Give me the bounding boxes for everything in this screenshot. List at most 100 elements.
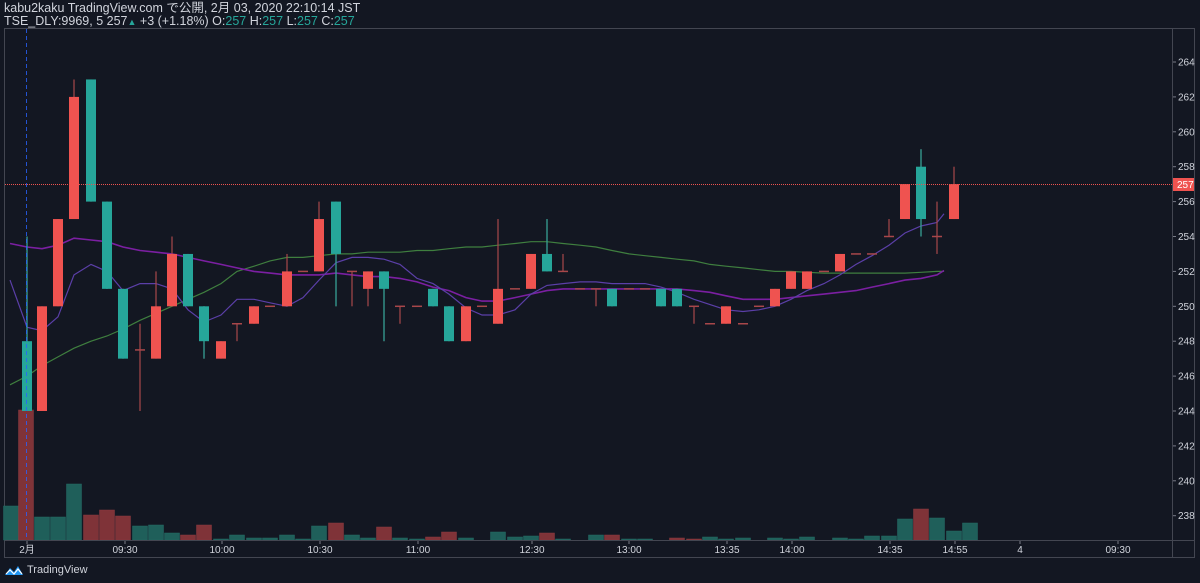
candle[interactable] [282, 253, 292, 307]
candle[interactable] [949, 166, 959, 220]
price-tick: 244 [1178, 407, 1195, 418]
volume-bar [458, 537, 474, 541]
time-tick: 10:00 [209, 545, 234, 556]
candle[interactable] [656, 288, 666, 307]
candle[interactable] [444, 306, 454, 342]
volume-bar [295, 538, 311, 541]
volume-bar [946, 530, 962, 541]
candle[interactable] [770, 288, 780, 307]
candle[interactable] [199, 306, 209, 359]
volume-bar [767, 537, 783, 541]
candle[interactable] [151, 271, 161, 359]
chart-frame [4, 28, 1195, 558]
svg-text:257: 257 [1177, 180, 1194, 191]
time-tick: 10:30 [307, 545, 332, 556]
candle-body [444, 306, 454, 342]
candle[interactable] [428, 288, 438, 307]
volume-bar [213, 538, 229, 541]
volume-bar [279, 534, 295, 541]
candle[interactable] [884, 219, 894, 238]
volume-bar [425, 536, 441, 541]
price-tick: 248 [1178, 337, 1195, 348]
candle[interactable] [69, 79, 79, 220]
candle[interactable] [363, 271, 373, 307]
volume-bars [3, 409, 978, 541]
candle-body [249, 306, 259, 324]
candle[interactable] [542, 219, 552, 272]
candle[interactable] [461, 306, 471, 342]
up-arrow-icon: ▲ [127, 17, 137, 27]
candle[interactable] [183, 253, 193, 307]
time-tick: 14:35 [877, 545, 902, 556]
candle[interactable] [118, 288, 128, 359]
last-price: 257 [106, 14, 128, 28]
candle[interactable] [86, 79, 96, 202]
close-label: C: [321, 14, 334, 28]
candle[interactable] [395, 305, 405, 324]
candle[interactable] [721, 306, 731, 324]
candle[interactable] [232, 323, 242, 342]
candle-body [102, 201, 112, 289]
candle-body [542, 253, 552, 272]
time-tick: 11:00 [406, 545, 431, 556]
candle[interactable] [347, 270, 357, 307]
price-tick: 260 [1178, 127, 1195, 138]
volume-bar [897, 518, 913, 541]
candle[interactable] [900, 184, 910, 220]
candle[interactable] [591, 288, 601, 307]
candle-body [786, 271, 796, 289]
volume-bar [669, 537, 685, 541]
candle[interactable] [689, 305, 699, 324]
volume-bar [344, 534, 360, 541]
candle[interactable] [135, 323, 145, 411]
candle[interactable] [37, 306, 47, 411]
candle[interactable] [102, 201, 112, 289]
open-label: O: [212, 14, 226, 28]
candles [22, 79, 959, 411]
volume-bar [783, 538, 799, 541]
candle[interactable] [493, 219, 503, 324]
time-tick: 13:35 [714, 545, 739, 556]
candle-body [900, 184, 910, 220]
candle[interactable] [672, 288, 682, 307]
candle[interactable] [53, 219, 63, 307]
candle-body [916, 166, 926, 220]
publish-info: kabu2kaku TradingView.com で公開, 2月 03, 20… [4, 1, 361, 15]
candle[interactable] [167, 236, 177, 307]
candle[interactable] [916, 149, 926, 237]
candle-body [363, 271, 373, 289]
candle[interactable] [216, 341, 226, 359]
candle[interactable] [802, 271, 812, 289]
candle-body [493, 288, 503, 324]
candle[interactable] [558, 253, 568, 273]
low-value: 257 [297, 14, 318, 28]
candle[interactable] [314, 201, 324, 272]
volume-bar [196, 524, 212, 541]
price-axis[interactable]: 264 262 260 258 256 254 252 250 248 246 244 242 240 2… [1173, 58, 1195, 523]
volume-bar [507, 536, 523, 541]
time-axis[interactable]: 2月 09:30 10:00 10:30 11:00 12:30 13:00 13:35 14:… [19, 541, 1131, 556]
volume-bar [132, 525, 148, 541]
candle[interactable] [835, 253, 845, 272]
volume-bar [311, 525, 327, 541]
volume-bar [360, 537, 376, 541]
volume-bar [881, 535, 897, 541]
symbol-name[interactable]: TSE_DLY:9969, 5 [4, 14, 104, 28]
candle[interactable] [331, 201, 341, 307]
candle-body [167, 253, 177, 307]
price-tick: 256 [1178, 197, 1195, 208]
candle[interactable] [526, 253, 536, 289]
candle[interactable] [932, 201, 942, 254]
candle[interactable] [249, 306, 259, 324]
time-tick: 12:30 [519, 545, 544, 556]
volume-bar [588, 534, 604, 541]
tradingview-branding[interactable]: TradingView [4, 564, 88, 576]
volume-bar [864, 535, 880, 541]
candle-body [835, 253, 845, 272]
candle[interactable] [786, 271, 796, 289]
price-tick: 264 [1178, 58, 1195, 69]
candle[interactable] [379, 271, 389, 342]
candle[interactable] [607, 288, 617, 307]
candle-body [199, 306, 209, 342]
